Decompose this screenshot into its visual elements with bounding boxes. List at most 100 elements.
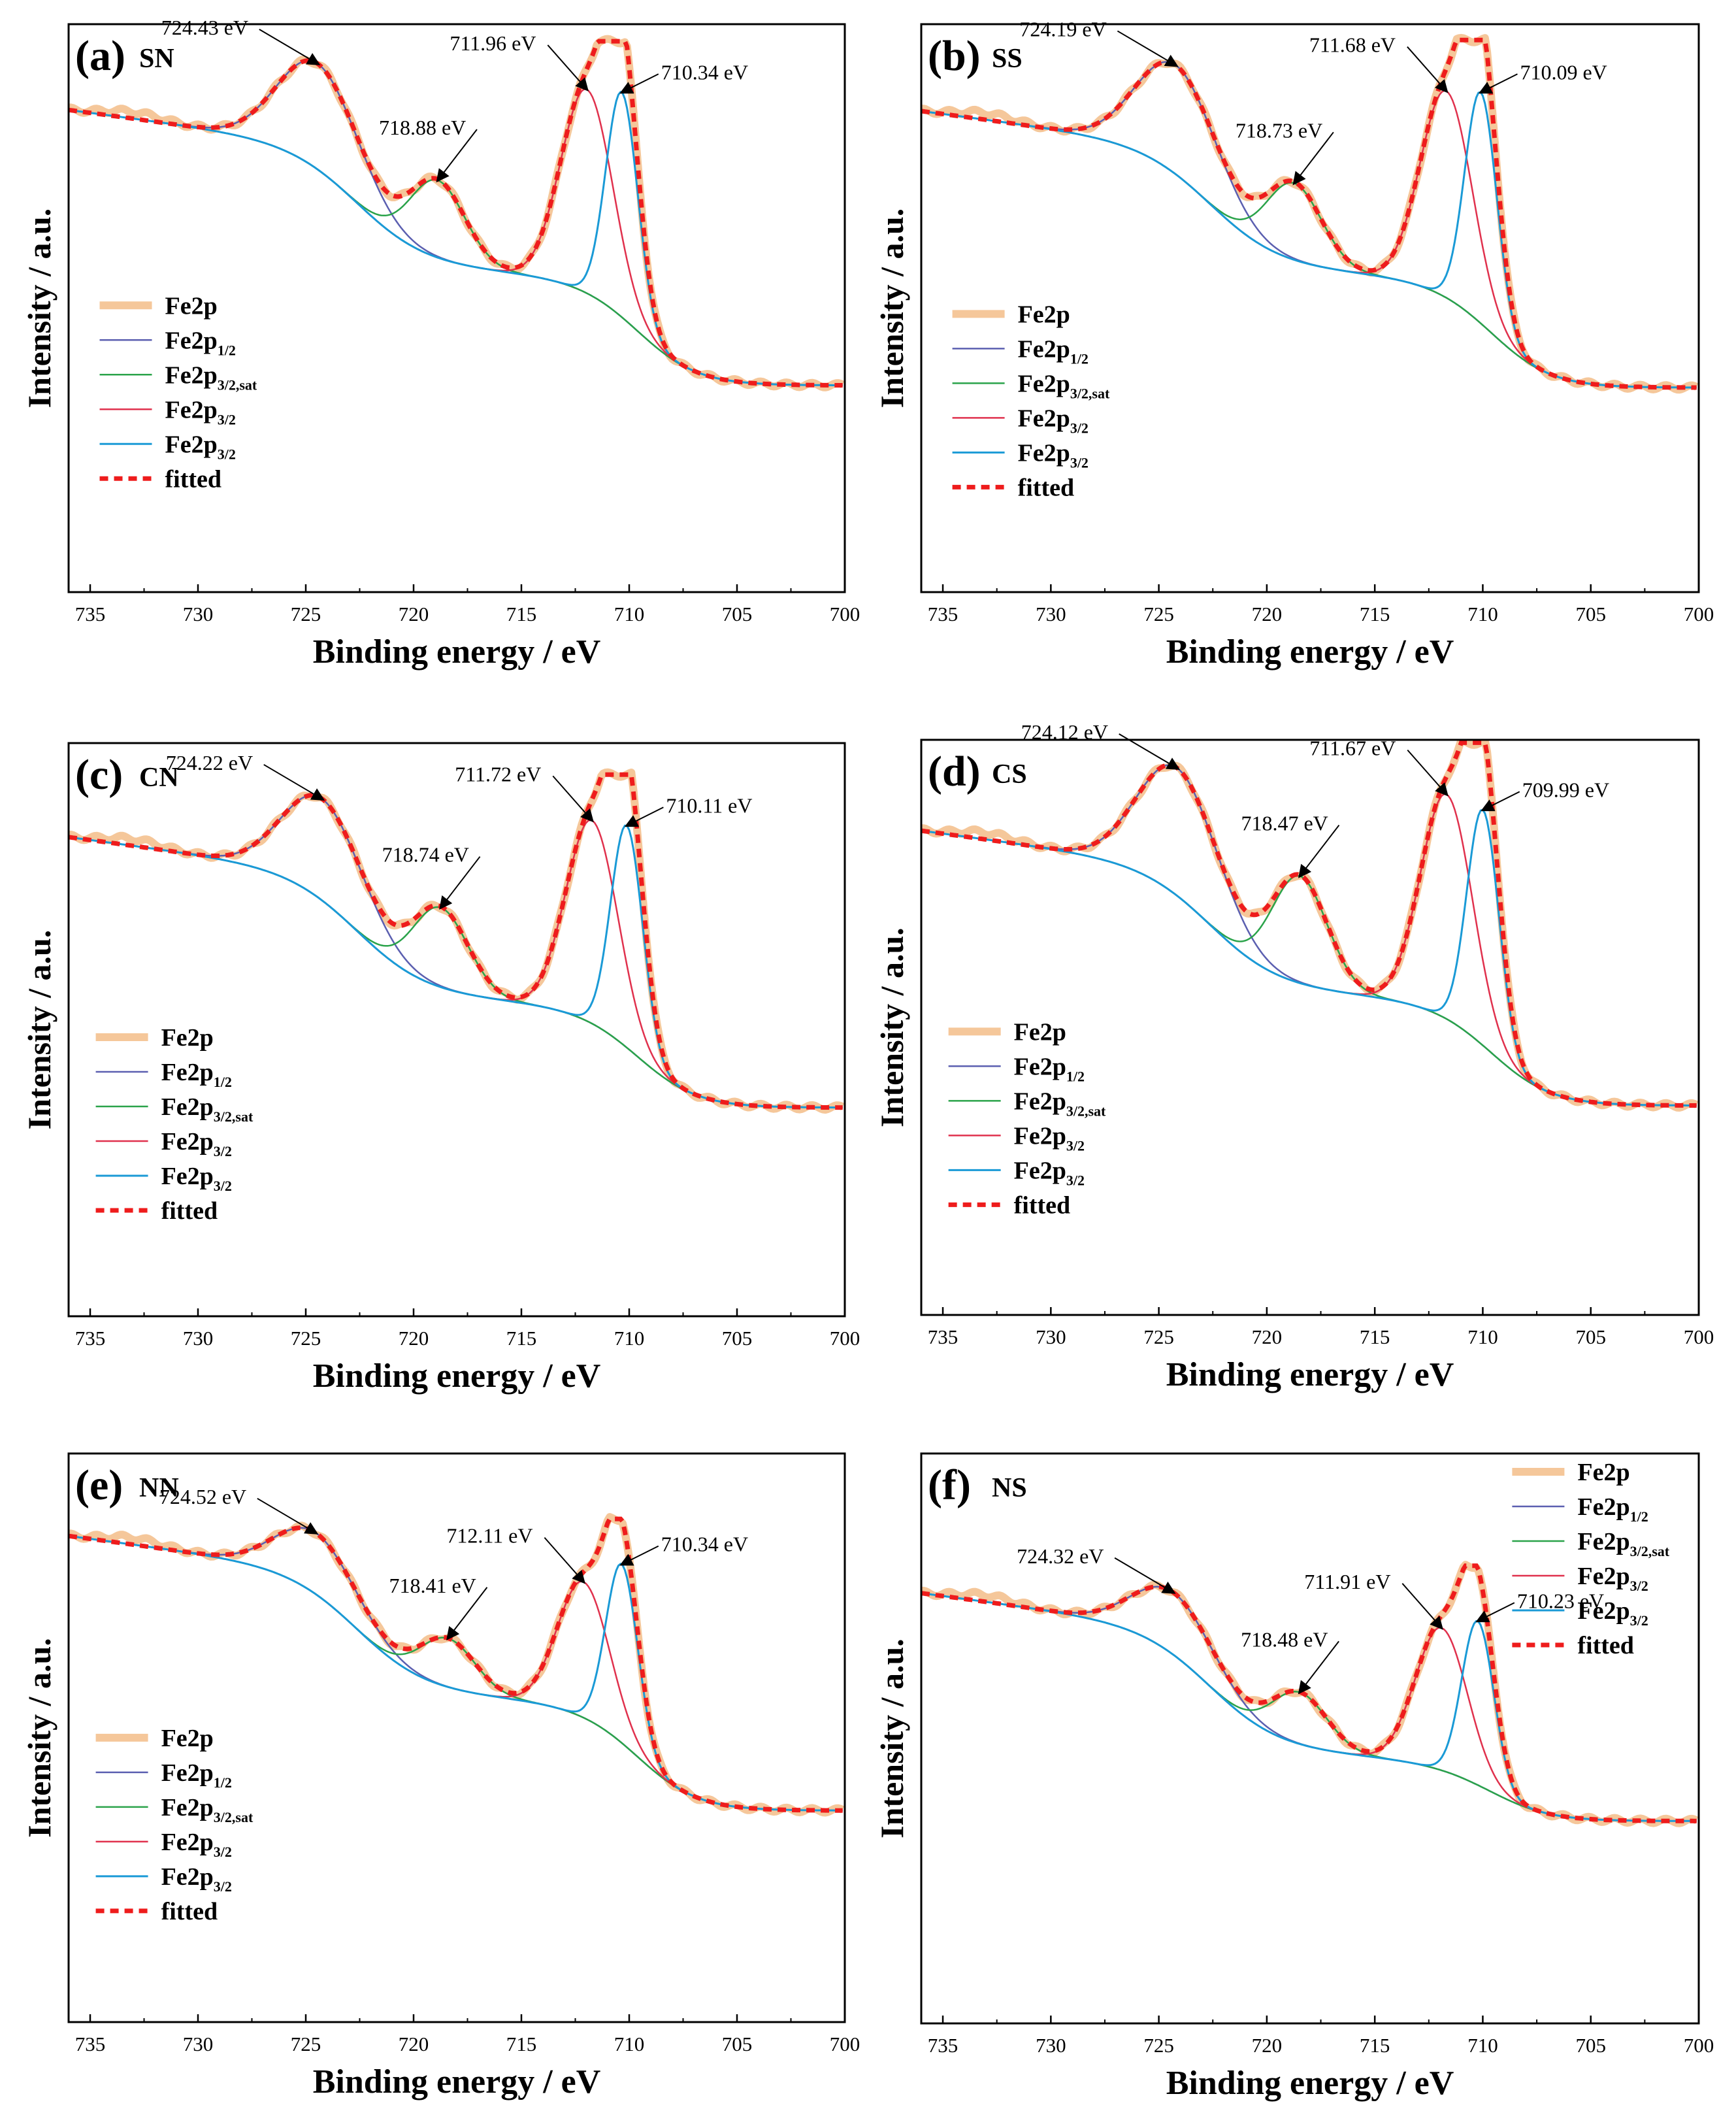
legend-label: Fe2p3/2 (1018, 405, 1089, 436)
legend-label: Fe2p1/2 (165, 327, 236, 358)
panel-label: (b) (928, 32, 981, 80)
legend-subscript: 1/2 (1066, 1068, 1085, 1084)
legend-label: Fe2p (165, 292, 218, 320)
legend-label: Fe2p (161, 1725, 214, 1752)
x-axis-label: Binding energy / eV (313, 633, 601, 671)
x-tick-label: 715 (506, 603, 537, 625)
annotation-arrow (624, 806, 664, 827)
x-tick-label: 705 (1575, 603, 1606, 625)
annotation-arrow (263, 764, 325, 801)
peak-label: 710.34 eV (661, 1533, 748, 1556)
legend-label: Fe2p3/2 (1577, 1563, 1648, 1594)
series-fitted (69, 1516, 843, 1813)
legend-label: fitted (1018, 474, 1075, 501)
legend-subscript: 3/2 (1630, 1578, 1648, 1594)
panel-cs: 735 730 725 720 715 710 705 700 Binding energy /… (874, 720, 1714, 1393)
panel-nn: 735 730 725 720 715 710 705 700 Binding energy /… (21, 1452, 860, 2101)
x-tick-label: 730 (183, 1327, 214, 1350)
peak-label: 724.12 eV (1021, 720, 1108, 744)
annotation-arrow (1117, 30, 1179, 67)
panel-sn: 735 730 725 720 715 710 705 700 Binding energy /… (21, 16, 860, 671)
annotation-arrow (1407, 46, 1449, 93)
legend-subscript: 3/2 (1630, 1612, 1648, 1629)
legend-label: Fe2p1/2 (161, 1059, 232, 1090)
legend: Fe2pFe2p1/2Fe2p3/2,satFe2p3/2Fe2p3/2fitt… (1512, 1459, 1670, 1659)
peak-label: 724.22 eV (166, 751, 253, 774)
legend-label: Fe2p (1018, 301, 1070, 328)
x-tick-label: 720 (399, 1327, 429, 1350)
peak-label: 724.43 eV (161, 16, 248, 39)
legend-label: Fe2p3/2 (1018, 439, 1089, 471)
legend-label: fitted (161, 1898, 218, 1925)
annotation-arrow (619, 73, 659, 94)
x-tick-label: 705 (722, 603, 753, 625)
legend-label: Fe2p3/2 (161, 1863, 232, 1895)
annotation-arrow (552, 775, 594, 823)
legend: Fe2pFe2p1/2Fe2p3/2,satFe2p3/2Fe2p3/2fitt… (95, 1024, 254, 1225)
x-tick-label: 720 (1252, 1325, 1283, 1348)
x-tick-label: 725 (291, 603, 321, 625)
legend-subscript: 3/2 (1066, 1172, 1085, 1188)
panel-label: (f) (928, 1461, 971, 1509)
panel-ns: 735 730 725 720 715 710 705 700 Binding energy /… (874, 1452, 1714, 2102)
legend-label: fitted (1577, 1632, 1634, 1659)
peak-label: 711.91 eV (1304, 1570, 1390, 1593)
x-tick-label: 720 (399, 603, 429, 625)
x-tick-label: 710 (1467, 1325, 1498, 1348)
x-tick-label: 725 (1143, 1325, 1174, 1348)
peak-label: 718.88 eV (379, 116, 466, 139)
x-tick-label: 735 (75, 1327, 106, 1350)
legend-subscript: 1/2 (214, 1774, 232, 1791)
plot-frame (920, 23, 1700, 593)
x-tick-label: 725 (291, 1327, 321, 1350)
x-tick-label: 700 (830, 2033, 860, 2055)
legend-label: Fe2p1/2 (1577, 1493, 1648, 1525)
legend-label: Fe2p3/2 (161, 1163, 232, 1194)
x-tick-label: 735 (928, 2034, 958, 2057)
legend-subscript: 3/2,sat (214, 1809, 254, 1825)
x-tick-label: 730 (183, 603, 214, 625)
legend-subscript: 3/2,sat (214, 1108, 254, 1125)
peak-label: 710.11 eV (666, 793, 752, 817)
plot-frame (920, 1452, 1700, 2025)
plot-frame (67, 742, 846, 1318)
legend-label: Fe2p (1577, 1459, 1630, 1486)
legend-label: Fe2p3/2 (161, 1128, 232, 1159)
legend-label: Fe2p3/2,sat (1577, 1528, 1669, 1559)
legend-subscript: 3/2 (214, 1143, 232, 1159)
x-axis-label: Binding energy / eV (1166, 633, 1454, 671)
legend-subscript: 3/2 (1070, 454, 1089, 471)
legend-label: Fe2p1/2 (1014, 1053, 1085, 1084)
annotation-arrow (619, 1545, 659, 1566)
x-axis-label: Binding energy / eV (1166, 1356, 1454, 1393)
legend-subscript: 3/2,sat (218, 376, 257, 393)
series-fitted (921, 37, 1697, 390)
plot-frame (920, 739, 1700, 1316)
x-tick-label: 710 (614, 2033, 645, 2055)
annotation-arrow (1475, 1602, 1515, 1623)
x-tick-label: 730 (1036, 1325, 1066, 1348)
x-tick-label: 710 (1467, 2034, 1498, 2057)
peak-label: 710.34 eV (661, 60, 748, 84)
annotation-arrow (1298, 824, 1340, 878)
x-tick-label: 735 (928, 603, 958, 625)
legend-label: Fe2p3/2,sat (1014, 1088, 1106, 1119)
y-axis-label: Intensity / a.u. (874, 1638, 910, 1838)
annotation-arrow (1114, 1557, 1176, 1594)
y-axis-label: Intensity / a.u. (21, 1638, 57, 1838)
x-tick-label: 725 (1143, 2034, 1174, 2057)
legend-label: Fe2p3/2,sat (161, 1794, 254, 1825)
peak-label: 711.67 eV (1309, 737, 1396, 760)
series-fitted (921, 740, 1697, 1108)
panel-label: (c) (75, 751, 123, 799)
legend-subscript: 3/2 (1070, 420, 1089, 436)
x-tick-label: 735 (75, 603, 106, 625)
panel-cn: 735 730 725 720 715 710 705 700 Binding energy /… (21, 742, 860, 1395)
legend-label: Fe2p3/2 (1014, 1122, 1085, 1154)
peak-label: 718.48 eV (1241, 1627, 1328, 1651)
peak-label: 710.23 eV (1517, 1589, 1604, 1612)
x-tick-label: 700 (830, 1327, 860, 1350)
legend-label: fitted (165, 465, 222, 493)
sample-label: NN (139, 1473, 179, 1503)
